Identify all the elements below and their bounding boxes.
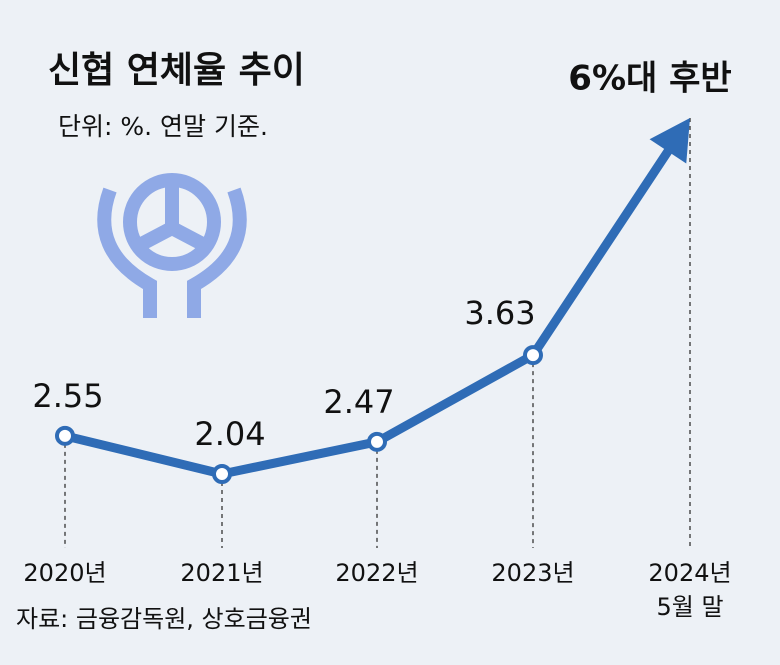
chart-title: 신협 연체율 추이 bbox=[48, 50, 305, 91]
value-label: 2.47 bbox=[323, 383, 394, 421]
value-label: 2.55 bbox=[32, 377, 103, 415]
x-tick-label: 2024년 5월 말 bbox=[648, 559, 732, 621]
x-tick-label: 2020년 bbox=[23, 559, 107, 587]
x-tick-label: 2023년 bbox=[491, 559, 575, 587]
point bbox=[55, 425, 75, 446]
value-label: 3.63 bbox=[464, 294, 535, 332]
point bbox=[212, 464, 232, 484]
arrow-head bbox=[649, 118, 690, 164]
value-label: 2.04 bbox=[194, 415, 265, 453]
x-tick-label: 2022년 bbox=[335, 559, 419, 587]
logo bbox=[97, 173, 247, 318]
point bbox=[523, 345, 543, 366]
subtitle: 단위: %. 연말 기준. bbox=[58, 112, 268, 141]
source: 자료: 금융감독원, 상호금융권 bbox=[16, 605, 312, 633]
point bbox=[367, 431, 387, 452]
x-tick-label: 2021년 bbox=[180, 559, 264, 587]
value-label: 6%대 후반 bbox=[568, 59, 731, 99]
